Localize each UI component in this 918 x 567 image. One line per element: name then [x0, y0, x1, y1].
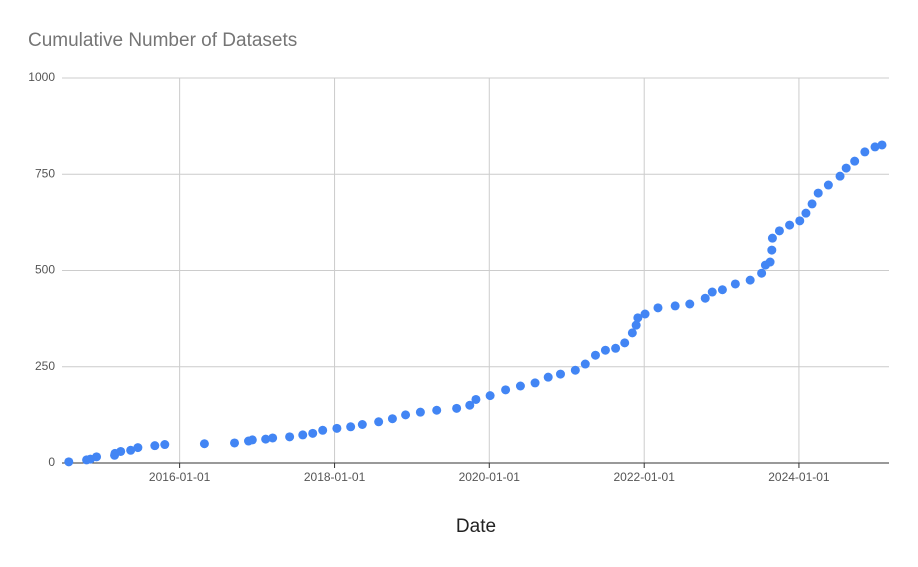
- point: [318, 425, 328, 435]
- point: [230, 438, 240, 448]
- point: [346, 422, 356, 432]
- y-tick-label: 750: [35, 166, 55, 180]
- point: [745, 275, 755, 285]
- point: [261, 434, 271, 444]
- point: [543, 372, 553, 382]
- point: [620, 338, 630, 348]
- point: [611, 343, 621, 353]
- point: [785, 220, 795, 230]
- x-tick-label: 2024-01-01: [768, 470, 830, 484]
- y-tick-label: 1000: [28, 70, 55, 84]
- point: [133, 443, 143, 453]
- x-tick-label: 2016-01-01: [149, 470, 211, 484]
- point: [670, 301, 680, 311]
- point: [555, 369, 565, 379]
- point: [515, 381, 525, 391]
- point: [401, 410, 411, 420]
- point: [807, 199, 817, 209]
- point: [332, 423, 342, 433]
- y-tick-label: 0: [48, 455, 55, 469]
- point: [285, 432, 295, 442]
- chart-title: Cumulative Number of Datasets: [28, 30, 297, 51]
- point: [357, 420, 367, 429]
- point: [92, 452, 102, 462]
- point: [823, 180, 833, 190]
- point: [116, 446, 126, 456]
- point: [530, 378, 540, 388]
- point: [653, 303, 663, 313]
- x-tick-label: 2020-01-01: [459, 470, 521, 484]
- point: [432, 405, 442, 415]
- point: [813, 188, 823, 198]
- point: [707, 287, 717, 297]
- x-axis-label: Date: [456, 516, 496, 537]
- point: [471, 394, 481, 404]
- y-tick-label: 500: [35, 263, 55, 277]
- point: [730, 279, 740, 289]
- point: [633, 313, 643, 323]
- point: [465, 400, 475, 410]
- point: [268, 433, 278, 443]
- point: [501, 385, 511, 395]
- point: [485, 391, 495, 401]
- point: [850, 156, 860, 166]
- point: [801, 208, 811, 218]
- point: [308, 428, 318, 438]
- point: [570, 365, 580, 375]
- point: [767, 245, 777, 255]
- point: [767, 233, 777, 243]
- point: [640, 309, 650, 319]
- point: [600, 345, 610, 355]
- point: [765, 257, 775, 267]
- point: [627, 328, 637, 338]
- y-tick-label: 250: [35, 359, 55, 373]
- point: [757, 268, 767, 278]
- point: [795, 216, 805, 226]
- point: [150, 441, 160, 451]
- point: [64, 457, 74, 467]
- point: [580, 359, 590, 369]
- point: [685, 299, 695, 309]
- point: [877, 140, 887, 150]
- point: [247, 435, 257, 445]
- point: [841, 163, 851, 173]
- point: [835, 171, 845, 181]
- point: [387, 414, 397, 424]
- point: [631, 320, 641, 330]
- point: [717, 285, 727, 295]
- point: [774, 226, 784, 236]
- point: [199, 439, 209, 449]
- point: [415, 407, 425, 417]
- point: [870, 142, 880, 152]
- point: [700, 293, 710, 303]
- point: [452, 403, 462, 413]
- x-tick-label: 2022-01-01: [614, 470, 676, 484]
- point: [126, 445, 136, 455]
- point: [160, 440, 170, 450]
- point: [590, 350, 600, 360]
- point: [860, 147, 870, 157]
- point: [298, 430, 308, 440]
- x-tick-label: 2018-01-01: [304, 470, 366, 484]
- point: [374, 417, 384, 427]
